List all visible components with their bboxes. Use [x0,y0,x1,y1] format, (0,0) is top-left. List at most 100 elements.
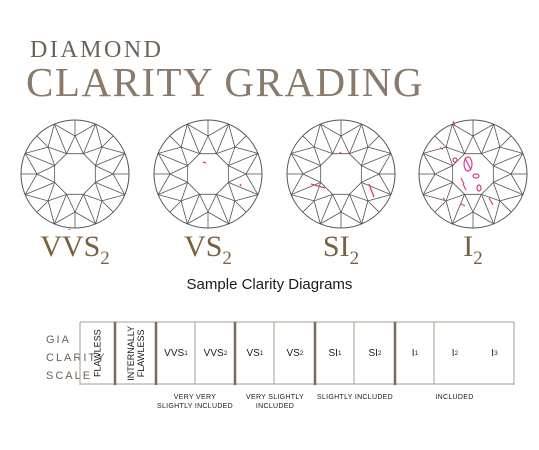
facet-line [313,193,333,202]
facet-line [95,124,103,148]
group-label-included: INCLUDED [435,394,474,401]
facet-line [94,146,103,166]
facet-line [207,211,229,225]
facet-line [378,173,392,195]
facet-line [302,165,321,175]
facet-line [36,200,49,213]
scale-cell-flawless: FLAWLESS [80,322,115,384]
facet-line [451,123,465,154]
facet-line [187,153,200,166]
facet-line [481,123,495,154]
group-label-si: SLIGHTLY INCLUDED [316,394,394,401]
facet-line [290,182,321,196]
facet-line [25,146,49,154]
facet-line [228,152,259,166]
facet-line [234,200,247,213]
facet-line [216,193,236,202]
facet-line [499,135,512,148]
facet-line [24,182,55,196]
facet-line [361,165,380,175]
facet-line [25,194,49,202]
facet-line [228,182,259,196]
facet-line [332,194,342,213]
facet-line [180,182,189,202]
facet-line [367,200,380,213]
facet-line [361,200,369,224]
facet-line [169,135,182,148]
facet-line [472,123,494,137]
facet-line [180,124,188,148]
facet-line [36,135,49,148]
scale-cell-vs2: VS 2 [286,347,304,359]
scale-internally-flawless-label: INTERNALLY FLAWLESS [125,325,147,381]
facet-line [360,182,369,202]
facet-line [349,146,369,155]
group-label-vvs: VERY VERY SLIGHTLY INCLUDED [156,394,234,411]
facet-line [101,146,125,154]
facet-line [434,135,447,148]
facet-line [66,194,76,213]
facet-line [452,211,474,225]
scale-cell-vs1: VS 1 [246,347,264,359]
facet-line [493,200,501,224]
facet-line [349,193,369,202]
facet-line [180,146,189,166]
facet-line [445,200,453,224]
facet-line [313,146,322,166]
facet-line [227,146,236,166]
facet-line [464,135,474,154]
facet-line [499,146,523,154]
facet-line [481,153,494,166]
facet-line [361,124,369,148]
scale-cell-internally-flawless: INTERNALLY FLAWLESS [116,322,156,384]
facet-line [492,146,501,166]
facet-line [74,135,84,154]
facet-line [361,152,392,166]
facet-line [451,194,465,225]
grade-label-vvs2: VVS2 [40,230,110,269]
diamond-diagram-vvs2 [19,118,131,232]
facet-line [422,152,453,166]
facet-line [216,194,230,225]
facet-line [360,146,369,166]
facet-line [493,182,524,196]
inclusion-mark [239,183,242,187]
diamond-facets [286,119,396,229]
facet-line [452,123,474,137]
facet-line [434,173,453,183]
facet-line [228,165,247,175]
facet-line [207,194,217,213]
facet-line [320,123,342,137]
inclusion-mark [310,183,326,189]
facet-line [340,194,350,213]
facet-line [186,194,200,225]
facet-line [47,182,56,202]
facet-line [510,153,524,175]
facet-line [302,135,315,148]
facet-line [112,173,126,195]
grade-label-vs2: VS2 [184,230,232,269]
facet-line [94,182,103,202]
facet-line [24,153,38,175]
facet-line [227,182,236,202]
facet-line [74,211,96,225]
inclusion-mark [368,183,375,198]
facet-line [199,135,209,154]
facet-line [349,194,363,225]
facet-line [187,182,200,195]
facet-line [445,124,453,148]
facet-line [95,165,114,175]
facet-line [499,200,512,213]
facet-line [481,194,495,225]
facet-line [445,182,454,202]
group-label-vs: VERY SLIGHTLY INCLUDED [246,394,304,411]
facet-line [367,135,380,148]
facet-line [422,182,453,196]
facet-line [216,123,230,154]
facet-line [180,200,188,224]
facet-line [83,123,97,154]
facet-line [445,193,465,202]
